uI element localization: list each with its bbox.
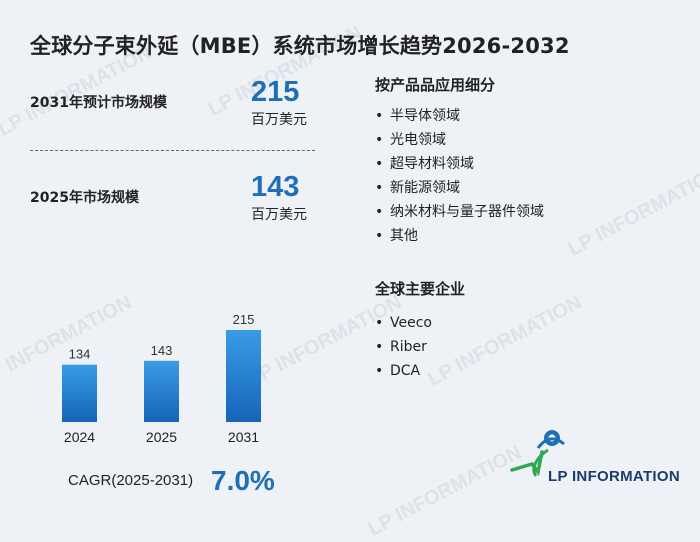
bullet-icon: • (375, 228, 384, 244)
application-item-label: 超导材料领域 (390, 156, 474, 172)
application-item: • 超导材料领域 (375, 152, 544, 176)
bar-value-label: 134 (69, 347, 91, 362)
companies-list: • Veeco • Riber • DCA (375, 311, 432, 383)
cagr-value: 7.0% (211, 465, 275, 496)
applications-title: 按产品品应用细分 (375, 76, 496, 94)
application-item: • 新能源领域 (375, 176, 544, 200)
application-item: • 光电领域 (375, 128, 544, 152)
current-unit: 百万美元 (251, 207, 307, 223)
bullet-icon: • (375, 204, 384, 220)
application-item: • 纳米材料与量子器件领域 (375, 200, 544, 224)
bullet-icon: • (375, 339, 384, 355)
application-item-label: 光电领域 (390, 132, 446, 148)
forecast-unit: 百万美元 (251, 112, 307, 128)
bar-2025 (144, 360, 179, 422)
current-value: 143 (251, 171, 300, 203)
bars: 134 2024 143 2025 215 2031 (62, 312, 261, 445)
applications-list: • 半导体领域 • 光电领域 • 超导材料领域 • 新能源领域 • 纳米材料与量子器件领域 • 其他 (375, 104, 544, 248)
bar-2024 (62, 364, 97, 422)
application-item-label: 纳米材料与量子器件领域 (390, 204, 544, 220)
application-item-label: 新能源领域 (390, 180, 460, 196)
watermark: LP INFORMATION (364, 441, 526, 541)
bar-chart: 134 2024 143 2025 215 2031 (62, 312, 261, 445)
application-item: • 其他 (375, 224, 544, 248)
forecast-value: 215 (251, 76, 300, 108)
bar-2031 (226, 330, 261, 422)
forecast-label: 2031年预计市场规模 (30, 95, 167, 111)
bullet-icon: • (375, 180, 384, 196)
application-item: • 半导体领域 (375, 104, 544, 128)
watermark: LP INFORMATION (564, 161, 700, 261)
x-tick-label: 2031 (228, 429, 259, 445)
x-tick-label: 2025 (146, 429, 177, 445)
bullet-icon: • (375, 132, 384, 148)
bar-value-label: 215 (233, 312, 255, 327)
bullet-icon: • (375, 156, 384, 172)
application-item-label: 其他 (390, 228, 418, 244)
bullet-icon: • (375, 108, 384, 124)
current-label: 2025年市场规模 (30, 190, 139, 206)
bar-value-label: 143 (151, 343, 173, 358)
bullet-icon: • (375, 315, 384, 331)
company-item-label: Riber (390, 339, 427, 355)
x-tick-label: 2024 (64, 429, 95, 445)
company-item: • Veeco (375, 311, 432, 335)
company-item-label: DCA (390, 363, 421, 379)
company-item: • DCA (375, 359, 432, 383)
page-title: 全球分子束外延（MBE）系统市场增长趋势2026-2032 (30, 34, 570, 58)
bullet-icon: • (375, 363, 384, 379)
lp-information-logo (510, 430, 565, 477)
cagr-label: CAGR(2025-2031) (68, 472, 194, 489)
application-item-label: 半导体领域 (390, 108, 460, 124)
divider (30, 150, 315, 151)
companies-title: 全球主要企业 (375, 280, 466, 298)
watermark: LP INFORMATION (424, 291, 586, 391)
company-item-label: Veeco (390, 315, 432, 331)
logo-text: LP INFORMATION (548, 468, 680, 485)
company-item: • Riber (375, 335, 432, 359)
